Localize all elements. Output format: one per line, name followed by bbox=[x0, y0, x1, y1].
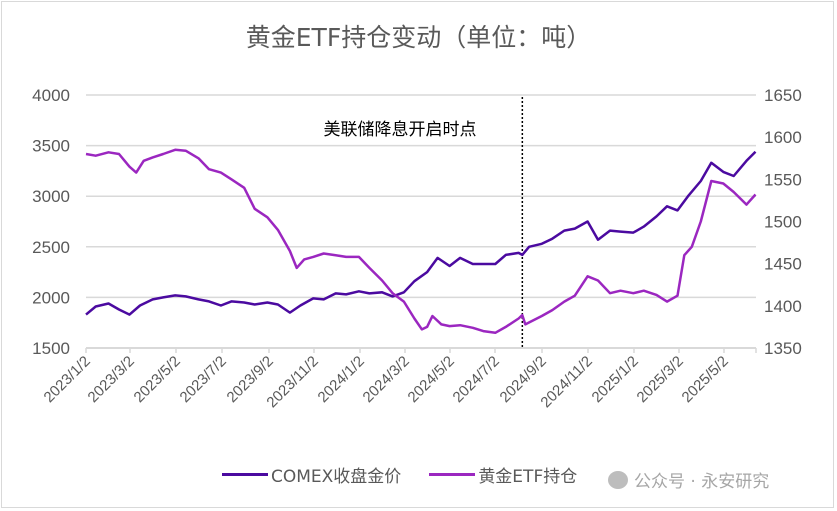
y-left-tick-label: 3500 bbox=[32, 137, 70, 156]
legend-item-comex: COMEX收盘金价 bbox=[222, 462, 401, 487]
watermark: 公众号 · 永安研究 bbox=[608, 467, 769, 492]
legend-label-etf: 黄金ETF持仓 bbox=[478, 467, 578, 487]
y-right-tick-label: 1350 bbox=[764, 339, 802, 358]
chart-title: 黄金ETF持仓变动（单位：吨） bbox=[245, 23, 592, 52]
x-tick-label: 2024/7/2 bbox=[450, 353, 503, 406]
y-left-tick-label: 4000 bbox=[32, 86, 70, 105]
x-tick-label: 2023/5/2 bbox=[131, 353, 184, 406]
y-right-tick-label: 1500 bbox=[764, 213, 802, 232]
x-tick-label: 2024/1/2 bbox=[315, 353, 368, 406]
x-tick-label: 2025/5/2 bbox=[679, 353, 732, 406]
x-tick-label: 2023/3/2 bbox=[85, 353, 138, 406]
y-left-tick-label: 2500 bbox=[32, 238, 70, 257]
y-left-tick-label: 1500 bbox=[32, 339, 70, 358]
legend-item-etf: 黄金ETF持仓 bbox=[429, 462, 577, 487]
x-tick-label: 2024/5/2 bbox=[405, 353, 458, 406]
legend-label-comex: COMEX收盘金价 bbox=[271, 467, 402, 487]
y-left-tick-label: 3000 bbox=[32, 187, 70, 206]
series-line-etf bbox=[85, 148, 757, 335]
y-right-tick-label: 1650 bbox=[764, 86, 802, 105]
y-right-tick-label: 1400 bbox=[764, 297, 802, 316]
watermark-text: 公众号 · 永安研究 bbox=[634, 472, 770, 492]
annotation-label: 美联储降息开启时点 bbox=[324, 120, 477, 140]
x-tick-label: 2025/1/2 bbox=[589, 353, 642, 406]
y-right-tick-label: 1450 bbox=[764, 255, 802, 274]
x-tick-label: 2024/3/2 bbox=[360, 353, 413, 406]
wechat-icon bbox=[608, 470, 628, 489]
legend-swatch-etf bbox=[429, 473, 476, 476]
legend-swatch-comex bbox=[222, 473, 268, 476]
legend: COMEX收盘金价 黄金ETF持仓 bbox=[222, 462, 577, 487]
y-left-tick-label: 2000 bbox=[32, 288, 70, 307]
x-tick-label: 2023/1/2 bbox=[41, 353, 94, 406]
series-line-comex bbox=[85, 150, 757, 316]
x-tick-label: 2025/3/2 bbox=[634, 353, 687, 406]
x-tick-label: 2023/7/2 bbox=[177, 353, 230, 406]
y-right-tick-label: 1600 bbox=[764, 128, 802, 147]
y-right-tick-label: 1550 bbox=[764, 170, 802, 189]
